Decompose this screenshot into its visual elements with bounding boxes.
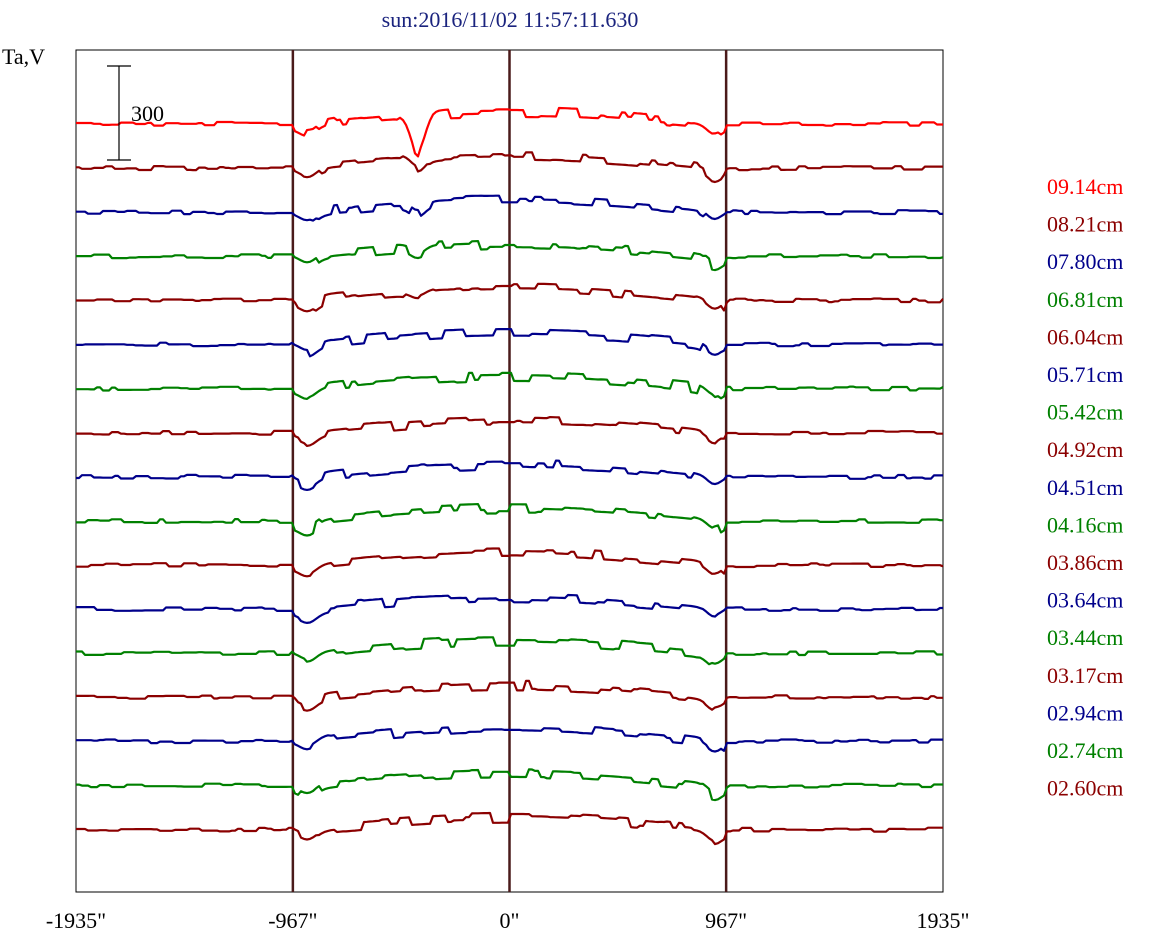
legend-entry: 03.86cm [1047,550,1123,575]
legend-entry: 06.81cm [1047,287,1123,312]
series-line [76,768,943,802]
legend-entry: 04.51cm [1047,475,1123,500]
series-line [76,459,943,491]
legend-entry: 03.64cm [1047,588,1123,613]
legend-entry: 07.80cm [1047,249,1123,274]
legend-entry: 04.92cm [1047,437,1123,462]
x-tick-label: -967" [268,908,317,933]
x-tick-label: 0" [500,908,520,933]
legend-entry: 03.44cm [1047,625,1123,650]
series-line [76,371,944,400]
series-line [76,282,944,313]
legend-entry: 08.21cm [1047,212,1123,237]
legend-entry: 02.74cm [1047,738,1123,763]
x-tick-label: 1935" [917,908,970,933]
series-line [76,328,943,358]
legend-entry: 02.60cm [1047,776,1123,801]
y-axis-label: Ta,V [2,44,45,69]
series-line [76,636,943,666]
series-line [76,811,943,846]
series-line [76,503,943,537]
series-line [76,106,943,158]
legend-entry: 03.17cm [1047,663,1123,688]
series-line [76,240,944,272]
chart-title: sun:2016/11/02 11:57:11.630 [382,7,639,32]
series-line [76,151,943,184]
legend-entry: 06.04cm [1047,324,1123,349]
legend-entry: 02.94cm [1047,700,1123,725]
legend-entry: 04.16cm [1047,512,1123,537]
series-line [76,679,943,712]
scale-bar-label: 300 [131,101,164,126]
legend-entry: 05.71cm [1047,362,1123,387]
legend-entry: 05.42cm [1047,400,1123,425]
x-tick-label: -1935" [46,908,106,933]
series-line [76,593,943,625]
series-line [76,726,943,753]
x-tick-label: 967" [705,908,747,933]
legend-entry: 09.14cm [1047,174,1123,199]
series-line [76,547,944,578]
series-line [76,416,943,447]
series-line [76,194,943,222]
scale-bar: 300 [107,65,164,161]
